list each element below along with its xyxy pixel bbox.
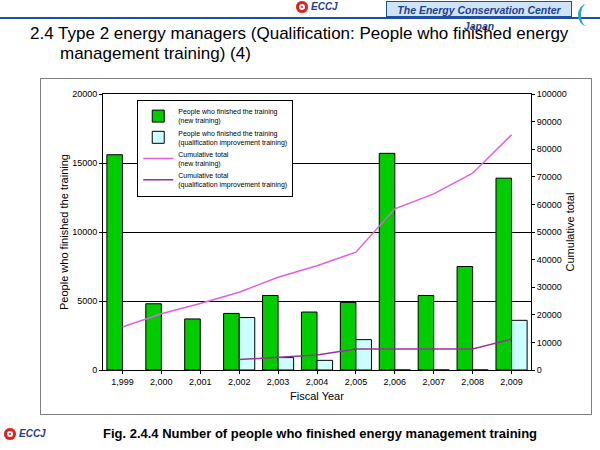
svg-text:30000: 30000	[537, 282, 562, 292]
svg-text:10000: 10000	[72, 227, 97, 237]
svg-text:2,002: 2,002	[228, 377, 251, 387]
svg-text:2,008: 2,008	[461, 377, 484, 387]
svg-text:2,009: 2,009	[500, 377, 523, 387]
svg-text:0: 0	[537, 365, 542, 375]
html-text:2.4 Type 2 energy managers (Qu: 2.4 Type 2 energy managers (Qualificatio…	[30, 24, 569, 63]
html-text:The Energy Conservation Center: The Energy Conservation Center Japan	[397, 4, 561, 32]
svg-text:15000: 15000	[72, 158, 97, 168]
svg-text:Cumulative total(new training): Cumulative total(new training)	[178, 151, 229, 168]
svg-text:40000: 40000	[537, 255, 562, 265]
svg-text:80000: 80000	[537, 144, 562, 154]
svg-text:People who finished the traini: People who finished the training(qualifi…	[178, 130, 287, 147]
svg-text:100000: 100000	[537, 89, 567, 99]
svg-text:2,007: 2,007	[422, 377, 445, 387]
svg-text:Cumulative total: Cumulative total	[564, 193, 576, 272]
svg-text:2,000: 2,000	[150, 377, 173, 387]
svg-text:2,001: 2,001	[189, 377, 212, 387]
svg-text:10000: 10000	[537, 338, 562, 348]
svg-text:People who finished the traini: People who finished the training	[58, 154, 70, 310]
svg-text:1,999: 1,999	[111, 377, 134, 387]
svg-text:70000: 70000	[537, 172, 562, 182]
html-text:ECCJ: ECCJ	[311, 1, 338, 12]
svg-text:0: 0	[92, 365, 97, 375]
svg-text:2,006: 2,006	[384, 377, 407, 387]
svg-text:2,005: 2,005	[345, 377, 368, 387]
svg-text:2,003: 2,003	[267, 377, 290, 387]
svg-text:Cumulative total(qualification: Cumulative total(qualification improveme…	[178, 172, 287, 189]
html-text:Fig. 2.4.4 Number of people wh: Fig. 2.4.4 Number of people who finished…	[102, 426, 538, 441]
svg-text:2,004: 2,004	[306, 377, 329, 387]
svg-text:20000: 20000	[537, 310, 562, 320]
svg-text:90000: 90000	[537, 117, 562, 127]
svg-text:People who finished the traini: People who finished the training(new tra…	[178, 108, 277, 125]
svg-text:Fiscal Year: Fiscal Year	[290, 390, 344, 402]
svg-text:60000: 60000	[537, 200, 562, 210]
svg-text:50000: 50000	[537, 227, 562, 237]
svg-text:20000: 20000	[72, 89, 97, 99]
svg-text:5000: 5000	[77, 296, 97, 306]
html-text:ECCJ: ECCJ	[19, 428, 46, 439]
